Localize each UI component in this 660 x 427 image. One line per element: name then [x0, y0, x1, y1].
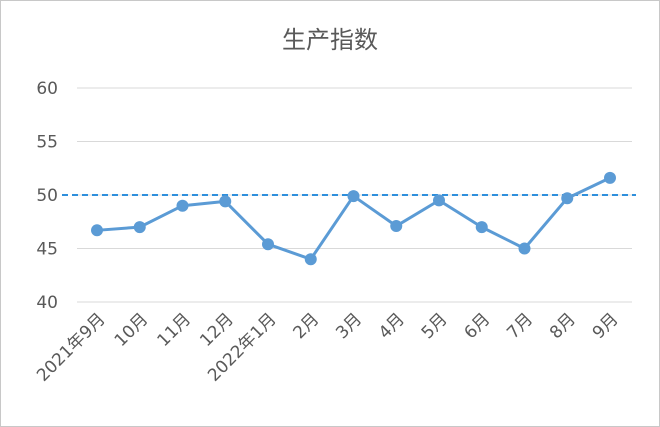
data-point — [475, 221, 488, 234]
data-point — [433, 194, 445, 207]
x-tick-label: 7月 — [503, 309, 537, 343]
data-point — [219, 195, 232, 208]
x-tick-label: 2021年9月 — [33, 309, 109, 385]
data-point — [604, 171, 616, 184]
x-tick-label: 6月 — [460, 309, 494, 343]
x-tick-label: 8月 — [546, 309, 580, 343]
data-point — [347, 190, 360, 203]
data-point — [133, 221, 146, 234]
grid-lines — [77, 87, 632, 303]
y-axis-ticks: 40 45 50 55 60 — [36, 79, 58, 313]
y-tick-label: 45 — [36, 240, 58, 260]
data-point — [262, 238, 274, 251]
chart-title: 生产指数 — [282, 26, 378, 54]
data-point — [518, 242, 531, 255]
x-tick-label: 2月 — [289, 309, 323, 343]
x-tick-label: 4月 — [375, 309, 409, 343]
x-tick-label: 11月 — [154, 309, 195, 350]
y-tick-label: 60 — [36, 79, 58, 99]
y-tick-label: 50 — [36, 186, 58, 206]
x-tick-label: 9月 — [589, 309, 623, 343]
x-tick-label: 5月 — [418, 309, 452, 343]
y-tick-label: 55 — [36, 133, 58, 153]
x-tick-label: 10月 — [111, 309, 152, 350]
y-tick-label: 40 — [36, 293, 58, 313]
data-point — [176, 199, 189, 212]
data-point — [561, 192, 574, 205]
series-group — [91, 171, 616, 266]
data-point — [390, 220, 403, 233]
data-point — [304, 253, 317, 266]
x-tick-label: 3月 — [332, 309, 366, 343]
data-point — [91, 224, 103, 237]
